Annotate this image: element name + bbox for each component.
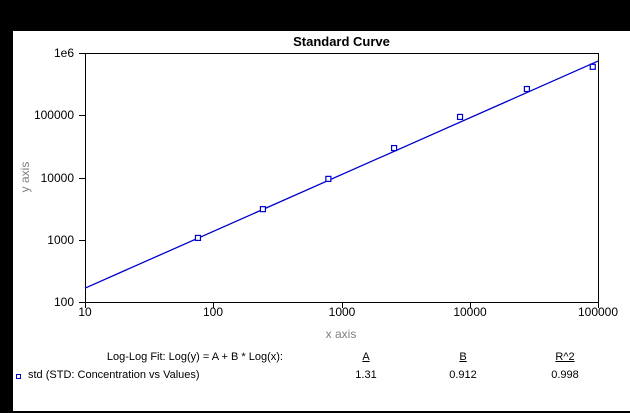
fit-header-a: A (362, 351, 370, 363)
fit-header-b: B (459, 351, 467, 363)
chart-title: Standard Curve (293, 34, 390, 49)
fit-value-r2: 0.998 (551, 369, 579, 381)
y-tick-label: 100000 (33, 108, 74, 122)
x-tick-label: 10 (78, 305, 92, 319)
data-point-marker (259, 206, 267, 213)
x-tick-label: 100000 (577, 305, 619, 319)
chart-panel (13, 31, 630, 411)
y-tick-label: 1000 (47, 233, 74, 247)
legend-series-label: std (STD: Concentration vs Values) (28, 369, 200, 381)
data-point-marker (390, 144, 398, 152)
legend-marker-icon (16, 374, 21, 379)
fit-equation-label: Log-Log Fit: Log(y) = A + B * Log(x): (106, 351, 283, 363)
fit-value-b: 0.912 (449, 369, 477, 381)
plot-border (85, 53, 599, 303)
y-tick-label: 10000 (40, 171, 74, 185)
data-point-marker (523, 85, 530, 93)
y-tick-label: 1e6 (53, 46, 74, 60)
fit-value-a: 1.31 (355, 369, 377, 381)
data-point-marker (194, 234, 202, 242)
x-tick-label: 100 (202, 305, 224, 319)
x-tick-label: 10000 (453, 305, 487, 319)
fit-line (84, 60, 599, 289)
y-tick-label: 100 (53, 295, 74, 309)
frame-bottom-edge (0, 411, 630, 413)
x-tick-label: 1000 (328, 305, 356, 319)
data-point-marker (456, 113, 464, 121)
data-point-marker (589, 63, 596, 70)
data-point-marker (325, 175, 332, 182)
fit-header-r2: R^2 (555, 351, 575, 363)
x-axis-title: x axis (325, 327, 357, 341)
